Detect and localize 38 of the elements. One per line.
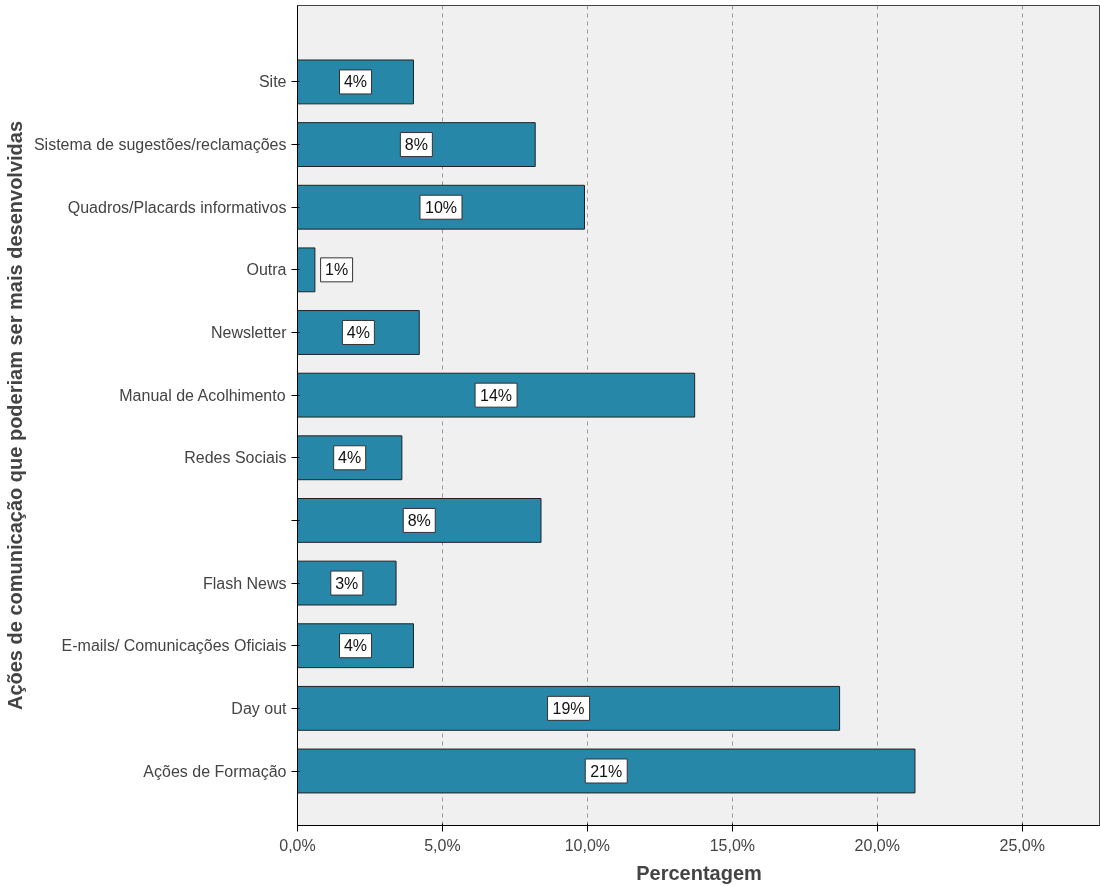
data-label: 4% (343, 73, 368, 91)
bar (297, 498, 542, 543)
data-label: 4% (338, 449, 362, 467)
x-tick-label: 15,0% (709, 836, 756, 854)
x-tick-label: 0,0% (279, 836, 316, 854)
x-tick-label: 20,0% (854, 836, 900, 854)
data-label: 8% (404, 136, 428, 154)
x-axis-title: Percentagem (636, 861, 762, 884)
y-tick-label: Redes Sociais (184, 449, 287, 467)
bar (297, 685, 841, 731)
y-tick-label: Ações de Formação (143, 762, 287, 780)
y-tick-label: Site (258, 73, 287, 91)
data-label: 4% (343, 637, 368, 655)
y-tick-label: Manual de Acolhimento (119, 386, 286, 404)
bar (297, 372, 696, 418)
data-label: 14% (480, 386, 513, 404)
data-label: 10% (424, 198, 458, 216)
data-label: 3% (335, 574, 359, 592)
x-tick-label: 10,0% (564, 836, 611, 854)
data-label: 21% (590, 762, 623, 780)
y-tick-label: Flash News (202, 574, 287, 592)
y-tick-label: Day out (231, 699, 288, 717)
bar (297, 184, 585, 230)
bar (297, 748, 916, 794)
y-axis-title: Ações de comunicação que poderiam ser mais desenvolvidas (3, 120, 26, 711)
data-label: 4% (346, 324, 370, 341)
bar (297, 247, 316, 293)
y-tick-label: Outra (246, 261, 287, 279)
y-tick-label: E-mails/ Comunicações Oficiais (61, 637, 287, 655)
data-label: 8% (407, 511, 431, 529)
y-tick-label: Sistema de sugestões/reclamações (33, 136, 287, 154)
x-tick-label: 5,0% (424, 836, 461, 854)
y-tick-label: Quadros/Placards informativos (67, 198, 287, 216)
data-label: 1% (325, 261, 349, 279)
x-tick-label: 25,0% (999, 836, 1045, 854)
y-tick-label: Newsletter (210, 324, 288, 341)
data-label: 19% (552, 699, 585, 717)
bar (297, 122, 536, 167)
